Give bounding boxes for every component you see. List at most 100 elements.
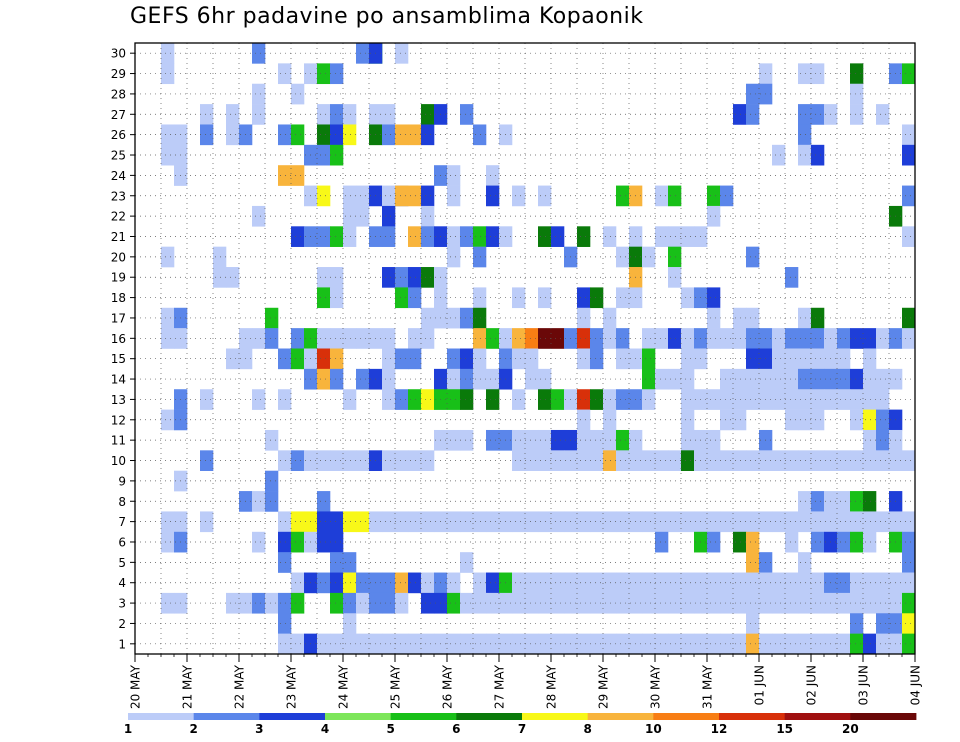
heat-cell [356,328,370,349]
heat-cell [837,348,851,370]
y-tick-label: 10 [111,454,126,468]
heat-cell [161,43,175,64]
heat-cell [460,104,474,125]
heat-cell [512,287,526,309]
heat-cell [850,511,864,533]
heat-cell [642,348,656,370]
x-tick-label: 24 MAY [337,664,351,709]
heat-cell [447,226,461,247]
heat-cell [668,592,682,614]
heat-cell [408,572,422,594]
heat-cell [252,104,266,125]
heat-cell [538,633,552,655]
heat-cell [161,246,175,268]
y-tick-label: 24 [111,169,126,183]
heat-cell [538,287,552,309]
heat-cell [330,633,344,655]
heat-cell [421,389,435,410]
heat-cell [213,267,227,288]
heat-cell [798,368,812,390]
heat-cell [798,104,812,125]
heat-cell [408,185,422,207]
heat-cell [785,328,799,349]
heat-cell [863,511,877,533]
heat-cell [473,348,487,370]
heat-cell [161,592,175,614]
heat-cell [811,491,825,512]
heat-cell [213,246,227,268]
heat-cell [408,511,422,533]
heat-cell [850,633,864,655]
legend-swatch [653,713,720,720]
heat-cell [278,389,292,410]
heat-cell [850,409,864,431]
heat-cell [681,592,695,614]
heat-cell [317,104,331,125]
heat-cell [850,63,864,85]
legend-label: 15 [776,722,793,736]
heat-cell [876,592,890,614]
heat-cell [265,592,279,614]
heat-cell [577,287,591,309]
y-tick-label: 11 [111,434,126,448]
heat-cell [655,633,669,655]
heat-cell [876,633,890,655]
heat-cell [317,531,331,553]
legend-label: 5 [386,722,394,736]
x-tick-label: 27 MAY [493,664,507,709]
heat-cell [785,592,799,614]
heat-cell [278,165,292,186]
heat-cell [538,592,552,614]
heat-cell [291,226,305,247]
heat-cell [473,226,487,247]
heat-cell [837,450,851,471]
heat-cell [317,226,331,247]
heat-cell [161,307,175,329]
heat-cell [330,104,344,125]
y-tick-label: 6 [118,535,126,549]
heat-cell [161,144,175,166]
heat-cell [681,348,695,370]
legend-label: 8 [583,722,591,736]
heat-cell [577,511,591,533]
heat-cell [850,613,864,634]
heat-cell [720,511,734,533]
heat-cell [330,63,344,85]
heat-cell [720,633,734,655]
heat-cell [356,368,370,390]
heat-cell [603,592,617,614]
heat-cell [798,409,812,431]
y-tick-label: 5 [118,556,126,570]
heat-cell [850,104,864,125]
heat-cell [850,328,864,349]
heat-cell [785,409,799,431]
heat-cell [330,328,344,349]
heat-cell [785,531,799,553]
heat-cell [863,572,877,594]
heat-cell [291,511,305,533]
heat-cell [265,328,279,349]
heat-cell [642,368,656,390]
heat-cell [811,389,825,410]
y-tick-label: 15 [111,352,126,366]
heat-cell [447,185,461,207]
heat-cell [252,592,266,614]
heat-cell [850,592,864,614]
heat-cell [538,572,552,594]
heat-cell [616,592,630,614]
heat-cell [330,226,344,247]
heat-cell [837,491,851,512]
heat-cell [798,348,812,370]
heat-cell [902,531,916,553]
heat-cell [616,328,630,349]
heat-cell [603,409,617,431]
heat-cell [603,307,617,329]
heat-cell [551,633,565,655]
heat-cell [707,307,721,329]
heat-cell [746,246,760,268]
heat-cell [330,552,344,573]
heat-cell [382,633,396,655]
heat-cell [785,348,799,370]
legend-swatch [522,713,589,720]
heat-cell [772,389,786,410]
